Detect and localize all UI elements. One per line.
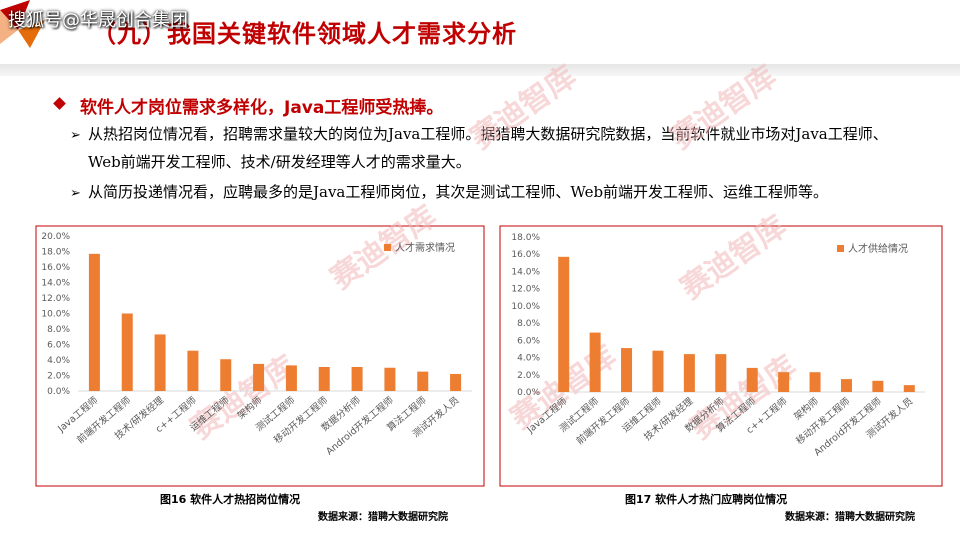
watermark: 赛迪智库 <box>465 59 583 156</box>
bar <box>903 385 915 392</box>
x-tick-label: 移动开发工程师 <box>272 394 331 446</box>
y-tick-label: 6.0% <box>47 341 70 351</box>
legend-label: 人才供给情况 <box>848 242 908 255</box>
y-tick-label: 2.0% <box>517 371 540 381</box>
watermark: 赛迪智库 <box>665 59 783 156</box>
bar <box>450 373 462 391</box>
bar <box>558 256 570 392</box>
bar <box>840 379 852 392</box>
logo-decoration <box>0 0 45 48</box>
bar <box>872 380 884 392</box>
x-tick-label: 前端开发工程师 <box>574 395 633 447</box>
chart-source: 数据来源：猎聘大数据研究院 <box>318 510 448 523</box>
point-text: 从热招岗位情况看，招聘需求量较大的岗位为Java工程师。据猎聘大数据研究院数据，… <box>88 125 888 171</box>
y-tick-label: 10.0% <box>41 310 70 320</box>
arrow-icon: ➢ <box>70 186 81 201</box>
bar <box>778 372 790 392</box>
bar <box>88 253 100 391</box>
y-tick-label: 20.0% <box>41 232 70 242</box>
chart-frame <box>499 225 943 487</box>
y-tick-label: 8.0% <box>517 319 540 329</box>
y-tick-label: 12.0% <box>511 285 540 295</box>
y-tick-label: 4.0% <box>47 356 70 366</box>
chart-frame <box>35 225 485 487</box>
bar <box>384 367 396 391</box>
bar <box>715 354 727 392</box>
bar <box>154 334 166 391</box>
x-tick-label: 前端开发工程师 <box>75 394 134 446</box>
chart-caption: 图17 软件人才热门应聘岗位情况 <box>625 492 787 506</box>
y-tick-label: 18.0% <box>511 233 540 243</box>
legend-label: 人才需求情况 <box>395 241 455 254</box>
y-tick-label: 18.0% <box>41 248 70 258</box>
bar <box>589 332 601 392</box>
watermark: 赛迪智库 <box>685 349 803 446</box>
watermark: 赛迪智库 <box>675 209 793 306</box>
bar <box>121 313 133 391</box>
bar <box>187 350 199 391</box>
bar <box>253 363 265 391</box>
legend-swatch <box>837 245 844 252</box>
bar <box>417 371 429 391</box>
y-tick-label: 16.0% <box>41 263 70 273</box>
chart-caption: 图16 软件人才热招岗位情况 <box>160 492 300 506</box>
y-tick-label: 10.0% <box>511 302 540 312</box>
bar <box>285 365 297 391</box>
y-tick-label: 6.0% <box>517 336 540 346</box>
arrow-icon: ➢ <box>70 128 81 143</box>
y-tick-label: 14.0% <box>511 267 540 277</box>
bar <box>652 350 664 392</box>
point-text: 从简历投递情况看，应聘最多的是Java工程师岗位，其次是测试工程师、Web前端开… <box>88 183 829 201</box>
legend-swatch <box>384 244 391 251</box>
y-tick-label: 0.0% <box>47 387 70 397</box>
x-tick-label: 架构师 <box>791 395 821 423</box>
bar <box>683 354 695 392</box>
account-watermark: 搜狐号@华晟创合集团 <box>8 10 188 31</box>
bullet-text: 软件人才岗位需求多样化，Java工程师受热捧。 <box>80 98 444 118</box>
bar <box>220 359 232 391</box>
slide-title: （九）我国关键软件领域人才需求分析 <box>92 20 517 48</box>
header-stripe <box>0 64 960 76</box>
y-tick-label: 8.0% <box>47 325 70 335</box>
y-tick-label: 16.0% <box>511 250 540 260</box>
y-tick-label: 12.0% <box>41 294 70 304</box>
y-tick-label: 0.0% <box>517 388 540 398</box>
x-tick-label: 移动开发工程师 <box>794 395 853 447</box>
y-tick-label: 4.0% <box>517 354 540 364</box>
y-tick-label: 2.0% <box>47 372 70 382</box>
y-tick-label: 14.0% <box>41 279 70 289</box>
chart-source: 数据来源：猎聘大数据研究院 <box>785 510 915 523</box>
bar <box>809 372 821 392</box>
bar <box>746 367 758 392</box>
bar <box>318 366 330 391</box>
bar <box>351 366 363 391</box>
bar <box>621 348 633 392</box>
